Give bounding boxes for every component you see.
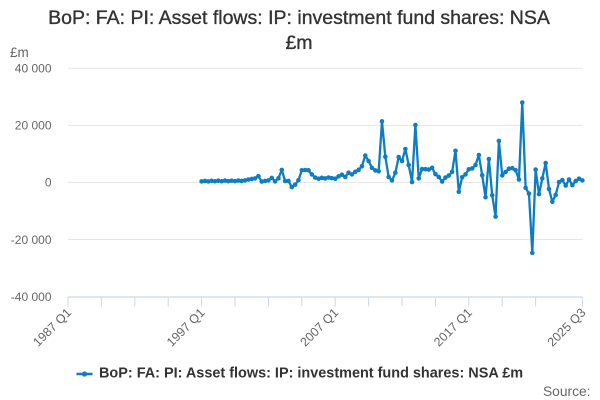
svg-text:BoP: FA: PI: Asset flows: IP:: BoP: FA: PI: Asset flows: IP: investment… <box>48 7 550 29</box>
svg-text:£m: £m <box>10 45 29 60</box>
svg-text:0: 0 <box>45 176 52 190</box>
svg-text:£m: £m <box>285 32 312 54</box>
svg-text:BoP: FA: PI: Asset flows: IP:: BoP: FA: PI: Asset flows: IP: investment… <box>99 366 523 382</box>
svg-text:Source:: Source: <box>543 384 591 399</box>
svg-text:-20 000: -20 000 <box>11 233 52 247</box>
svg-text:20 000: 20 000 <box>15 119 52 133</box>
svg-text:-40 000: -40 000 <box>11 290 52 304</box>
svg-text:40 000: 40 000 <box>15 62 52 76</box>
